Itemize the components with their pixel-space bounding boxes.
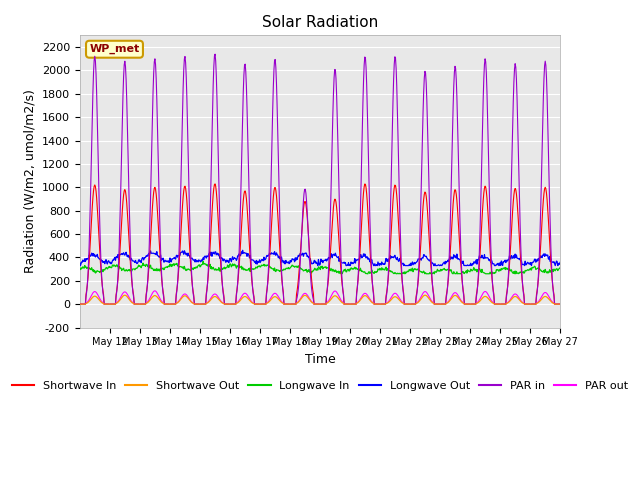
Y-axis label: Radiation (W/m2, umol/m2/s): Radiation (W/m2, umol/m2/s) [23,89,36,274]
Legend: Shortwave In, Shortwave Out, Longwave In, Longwave Out, PAR in, PAR out: Shortwave In, Shortwave Out, Longwave In… [7,377,633,396]
Text: WP_met: WP_met [90,44,140,54]
Title: Solar Radiation: Solar Radiation [262,15,378,30]
X-axis label: Time: Time [305,353,335,366]
